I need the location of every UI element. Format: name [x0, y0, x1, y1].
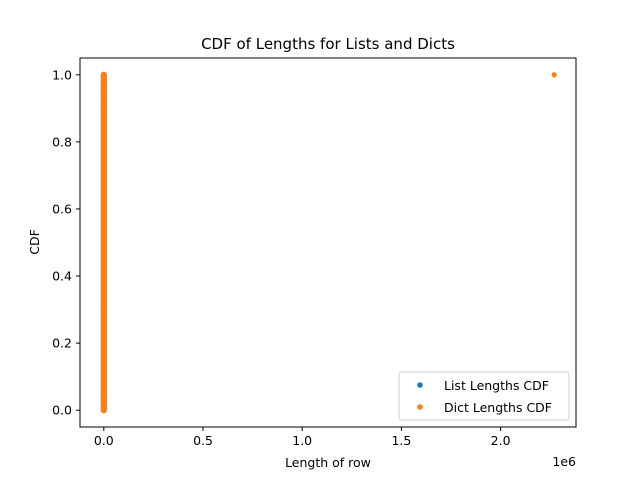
data-point — [101, 357, 107, 363]
data-point — [101, 88, 107, 95]
x-offset-text: 1e6 — [552, 454, 576, 469]
legend: List Lengths CDF Dict Lengths CDF — [398, 371, 570, 421]
y-tick-label: 0.0 — [52, 403, 72, 418]
legend-marker-list — [417, 382, 423, 388]
data-point — [101, 139, 107, 145]
data-point — [101, 340, 107, 346]
data-point — [101, 223, 107, 229]
x-tick-label: 0.5 — [193, 433, 213, 448]
data-point — [101, 306, 107, 313]
legend-box — [398, 371, 570, 421]
legend-label-list: List Lengths CDF — [444, 378, 549, 393]
data-points — [100, 71, 557, 414]
legend-label-dict: Dict Lengths CDF — [444, 400, 552, 415]
x-tick-label: 1.0 — [292, 433, 312, 448]
data-point — [101, 172, 107, 179]
plot-frame — [79, 57, 577, 428]
data-point — [101, 189, 107, 195]
data-point — [101, 374, 107, 380]
data-point — [101, 72, 107, 78]
x-tick-label: 2.0 — [491, 433, 511, 448]
data-point — [101, 256, 107, 262]
x-axis-label: Length of row — [285, 455, 371, 470]
data-point — [101, 407, 107, 413]
data-point — [101, 206, 107, 212]
data-point — [101, 290, 107, 296]
x-tick-label: 0.0 — [94, 433, 114, 448]
y-tick-label: 0.6 — [52, 201, 72, 216]
y-tick-label: 0.8 — [52, 134, 72, 149]
data-point — [101, 122, 107, 128]
x-axis: 0.0 0.5 1.0 1.5 2.0 — [94, 427, 511, 448]
data-point — [101, 105, 107, 111]
data-point — [101, 239, 107, 246]
y-tick-label: 0.2 — [52, 336, 72, 351]
data-point — [551, 72, 557, 78]
chart-title: CDF of Lengths for Lists and Dicts — [201, 35, 455, 53]
y-axis: 0.0 0.2 0.4 0.6 0.8 1.0 — [52, 67, 80, 418]
data-point — [101, 390, 107, 397]
y-tick-label: 1.0 — [52, 67, 72, 82]
data-point — [101, 323, 107, 329]
data-point — [101, 156, 107, 162]
y-tick-label: 0.4 — [52, 269, 72, 284]
data-point — [101, 273, 107, 279]
legend-marker-dict — [417, 404, 423, 410]
y-axis-label: CDF — [27, 229, 42, 255]
x-tick-label: 1.5 — [391, 433, 411, 448]
